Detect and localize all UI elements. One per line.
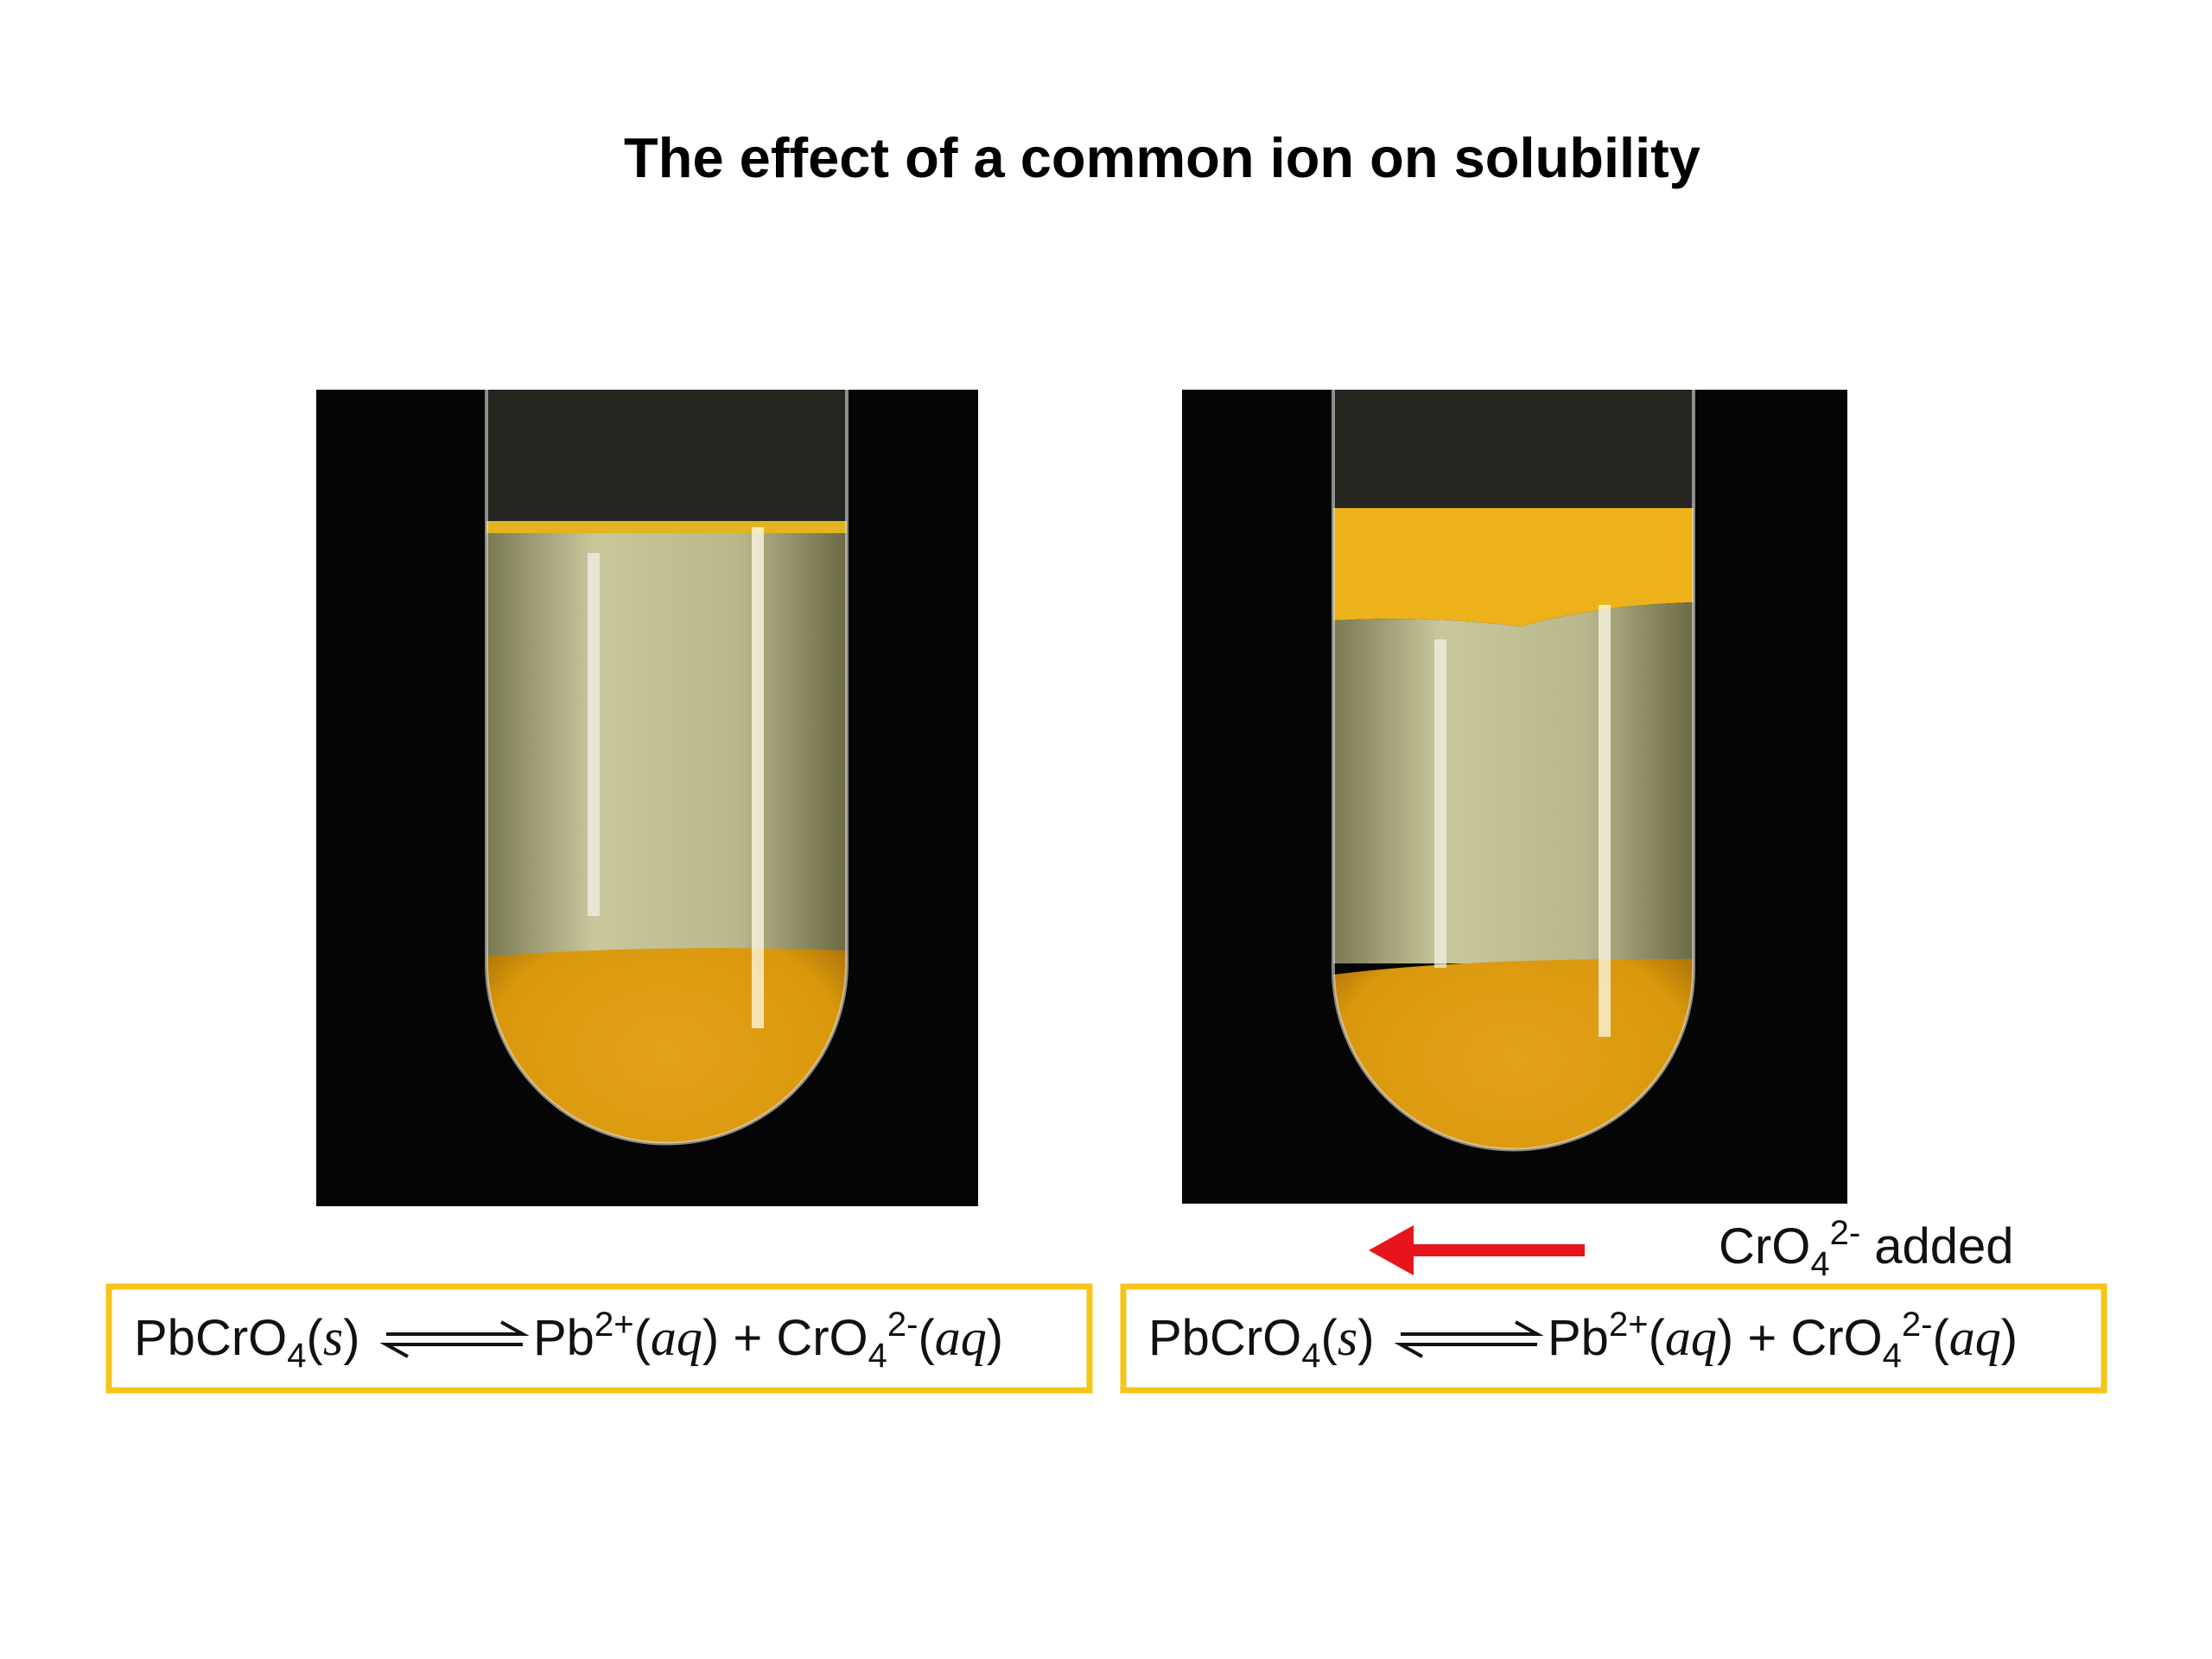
annotation-text: CrO xyxy=(1719,1218,1810,1274)
equation-text: + CrO xyxy=(719,1310,868,1366)
state-symbol: s xyxy=(1338,1309,1357,1366)
photo-left xyxy=(316,390,978,1206)
state-symbol: s xyxy=(323,1309,343,1366)
state-symbol: aq xyxy=(651,1309,702,1366)
equation-text: ( xyxy=(634,1310,651,1366)
subscript: 4 xyxy=(1301,1337,1320,1375)
subscript: 4 xyxy=(1883,1337,1902,1375)
equation-text: ( xyxy=(1932,1310,1948,1366)
equation-text: ) xyxy=(702,1310,719,1366)
equation-text: ( xyxy=(1649,1310,1665,1366)
photo-right xyxy=(1182,390,1847,1204)
equation-text: ( xyxy=(307,1310,323,1366)
equation-text: PbCrO xyxy=(1148,1310,1301,1366)
equation-text: PbCrO xyxy=(134,1310,287,1366)
equation-side: PbCrO4(s) xyxy=(1148,1309,1375,1375)
equation-text: Pb xyxy=(1548,1310,1609,1366)
superscript: 2- xyxy=(1902,1306,1933,1344)
equation-box xyxy=(105,1283,1093,1394)
equation-text: ) xyxy=(987,1310,1003,1366)
subscript: 4 xyxy=(868,1337,887,1375)
equation-text: ) xyxy=(343,1310,359,1366)
equation-text: + CrO xyxy=(1733,1310,1882,1366)
equation-text: ) xyxy=(1357,1310,1374,1366)
annotation-text: added xyxy=(1860,1218,2013,1274)
state-symbol: aq xyxy=(935,1309,987,1366)
equation-side: PbCrO4(s) xyxy=(134,1309,360,1375)
subscript: 4 xyxy=(287,1337,306,1375)
annotation: CrO42- added xyxy=(1719,1214,2014,1283)
equation-text: ) xyxy=(1717,1310,1733,1366)
superscript: 2- xyxy=(887,1306,918,1344)
state-symbol: aq xyxy=(1665,1309,1717,1366)
state-symbol: aq xyxy=(1949,1309,2001,1366)
subscript: 4 xyxy=(1810,1245,1829,1283)
superscript: 2- xyxy=(1830,1214,1861,1252)
title: The effect of a common ion on solubility xyxy=(624,126,1700,189)
equilibrium-arrows xyxy=(379,1320,1544,1358)
superscript: 2+ xyxy=(1609,1306,1649,1344)
equation-text: ( xyxy=(1321,1310,1338,1366)
equation-side: Pb2+(aq) + CrO42-(aq) xyxy=(1548,1306,2018,1375)
equation-text: Pb xyxy=(533,1310,594,1366)
equation-text: ( xyxy=(918,1310,934,1366)
equation-text: ) xyxy=(2001,1310,2018,1366)
equation-box xyxy=(1120,1283,2107,1394)
shift-arrow xyxy=(1369,1225,1585,1275)
superscript: 2+ xyxy=(594,1306,634,1344)
equation-side: Pb2+(aq) + CrO42-(aq) xyxy=(533,1306,1003,1375)
